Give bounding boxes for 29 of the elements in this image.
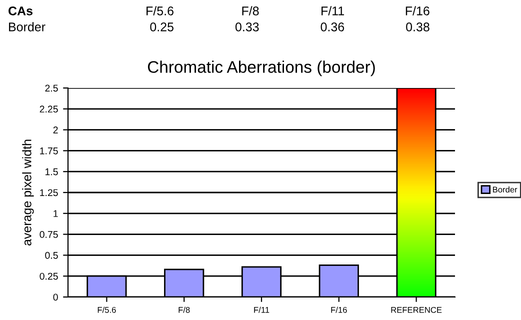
y-tick-label: 2 xyxy=(53,126,58,134)
y-tick-label: 1.75 xyxy=(40,148,58,154)
legend-label: Border xyxy=(493,186,518,193)
x-tick-label: REFERENCE xyxy=(391,306,442,313)
y-tick-label: 1.25 xyxy=(40,189,58,196)
y-tick-label: 0.5 xyxy=(45,252,58,259)
y-tick-label: 2.25 xyxy=(40,106,58,113)
chart-title: Chromatic Aberrations (border) xyxy=(148,60,375,76)
x-tick-label: F/16 xyxy=(331,306,347,313)
y-tick-label: 0.75 xyxy=(40,231,58,238)
y-tick-label: 1.5 xyxy=(46,168,58,176)
text: CAs xyxy=(8,6,32,16)
y-tick-label: 0.25 xyxy=(40,272,58,280)
category-label: F/11 xyxy=(322,6,344,16)
category-label: F/8 xyxy=(242,6,259,16)
y-tick-label: 0 xyxy=(53,294,58,301)
text: 0.38 xyxy=(406,22,430,32)
text: 0.36 xyxy=(320,22,344,32)
category-label: F/5.6 xyxy=(146,6,174,16)
text: 0.33 xyxy=(235,22,259,32)
category-label: F/16 xyxy=(406,6,430,16)
y-axis-title: average pixel width xyxy=(22,140,34,246)
y-tick-label: 1 xyxy=(54,210,58,217)
x-tick-label: F/5.6 xyxy=(98,306,116,313)
text: Border xyxy=(9,22,46,32)
text: 0.25 xyxy=(150,22,174,32)
x-tick-label: F/11 xyxy=(254,306,270,313)
y-tick-label: 2.5 xyxy=(45,84,58,92)
x-tick-label: F/8 xyxy=(178,306,190,313)
